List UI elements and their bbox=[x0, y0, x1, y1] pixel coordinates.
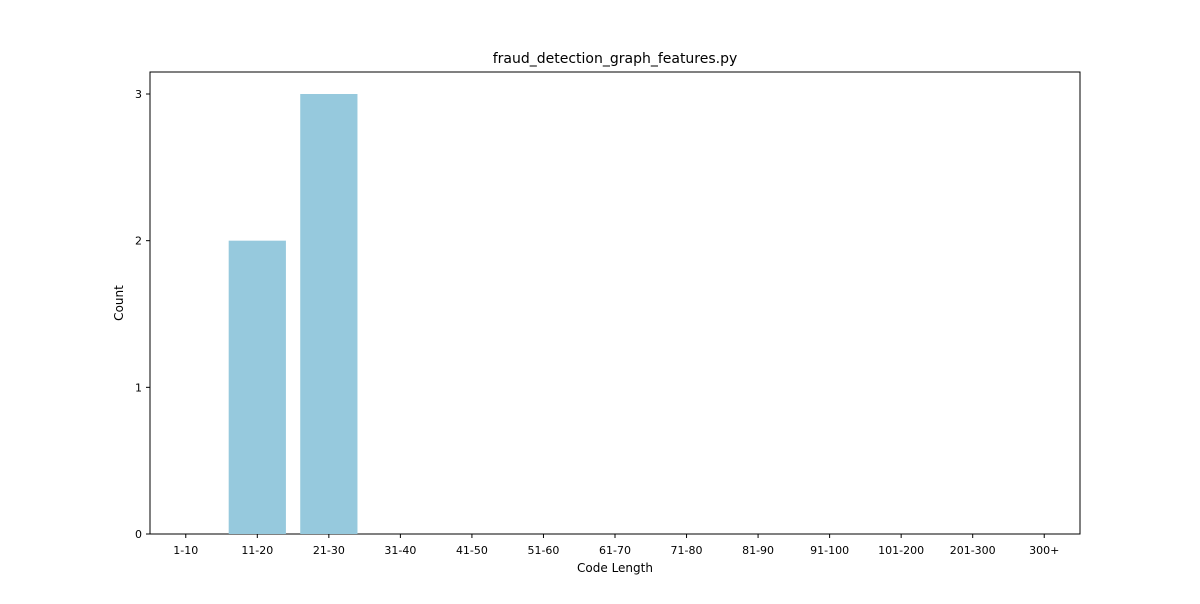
plot-frame bbox=[149, 71, 1081, 535]
y-axis-label: Count bbox=[112, 285, 126, 321]
x-tick-label: 1-10 bbox=[173, 544, 198, 557]
x-tick-label: 300+ bbox=[1029, 544, 1059, 557]
x-tick-label: 51-60 bbox=[527, 544, 559, 557]
bar-21-30 bbox=[300, 94, 358, 534]
x-tick-label: 91-100 bbox=[810, 544, 849, 557]
bar-11-20 bbox=[228, 240, 286, 534]
x-tick-label: 71-80 bbox=[671, 544, 703, 557]
x-tick-label: 11-20 bbox=[241, 544, 273, 557]
x-tick-label: 41-50 bbox=[456, 544, 488, 557]
x-tick-label: 201-300 bbox=[950, 544, 996, 557]
x-axis-label: Code Length bbox=[577, 561, 653, 575]
x-tick-label: 61-70 bbox=[599, 544, 631, 557]
x-tick-label: 31-40 bbox=[384, 544, 416, 557]
x-tick-label: 101-200 bbox=[878, 544, 924, 557]
y-tick-label: 3 bbox=[135, 88, 142, 101]
y-tick-label: 0 bbox=[135, 528, 142, 541]
y-axis-ticks: 0 1 2 3 bbox=[135, 88, 150, 541]
y-tick-label: 1 bbox=[135, 381, 142, 394]
x-tick-label: 81-90 bbox=[742, 544, 774, 557]
bars-group bbox=[228, 94, 358, 534]
y-tick-label: 2 bbox=[135, 235, 142, 248]
chart-title: fraud_detection_graph_features.py bbox=[493, 51, 738, 67]
x-axis-ticks: 1-10 11-20 21-30 31-40 41-50 51-60 61-70 71-80 8… bbox=[173, 534, 1059, 557]
x-tick-label: 21-30 bbox=[313, 544, 345, 557]
